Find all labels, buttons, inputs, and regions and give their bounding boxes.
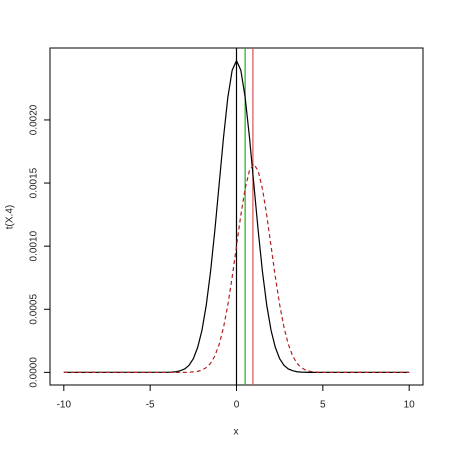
x-tick-label: 5	[320, 400, 326, 411]
y-tick-label: 0.0020	[29, 104, 40, 135]
x-tick-label: 0	[234, 400, 240, 411]
y-tick-label: 0.0010	[29, 230, 40, 261]
series-line	[63, 163, 410, 373]
x-tick-label: 10	[404, 400, 416, 411]
y-tick-label: 0.0015	[29, 167, 40, 198]
x-tick-label: -5	[146, 400, 155, 411]
x-axis-label: x	[234, 427, 239, 438]
y-axis-label: t(X.4)	[5, 205, 16, 229]
y-tick-label: 0.0000	[29, 357, 40, 388]
y-tick-label: 0.0005	[29, 294, 40, 325]
x-tick-label: -10	[57, 400, 72, 411]
series-line	[63, 59, 410, 373]
